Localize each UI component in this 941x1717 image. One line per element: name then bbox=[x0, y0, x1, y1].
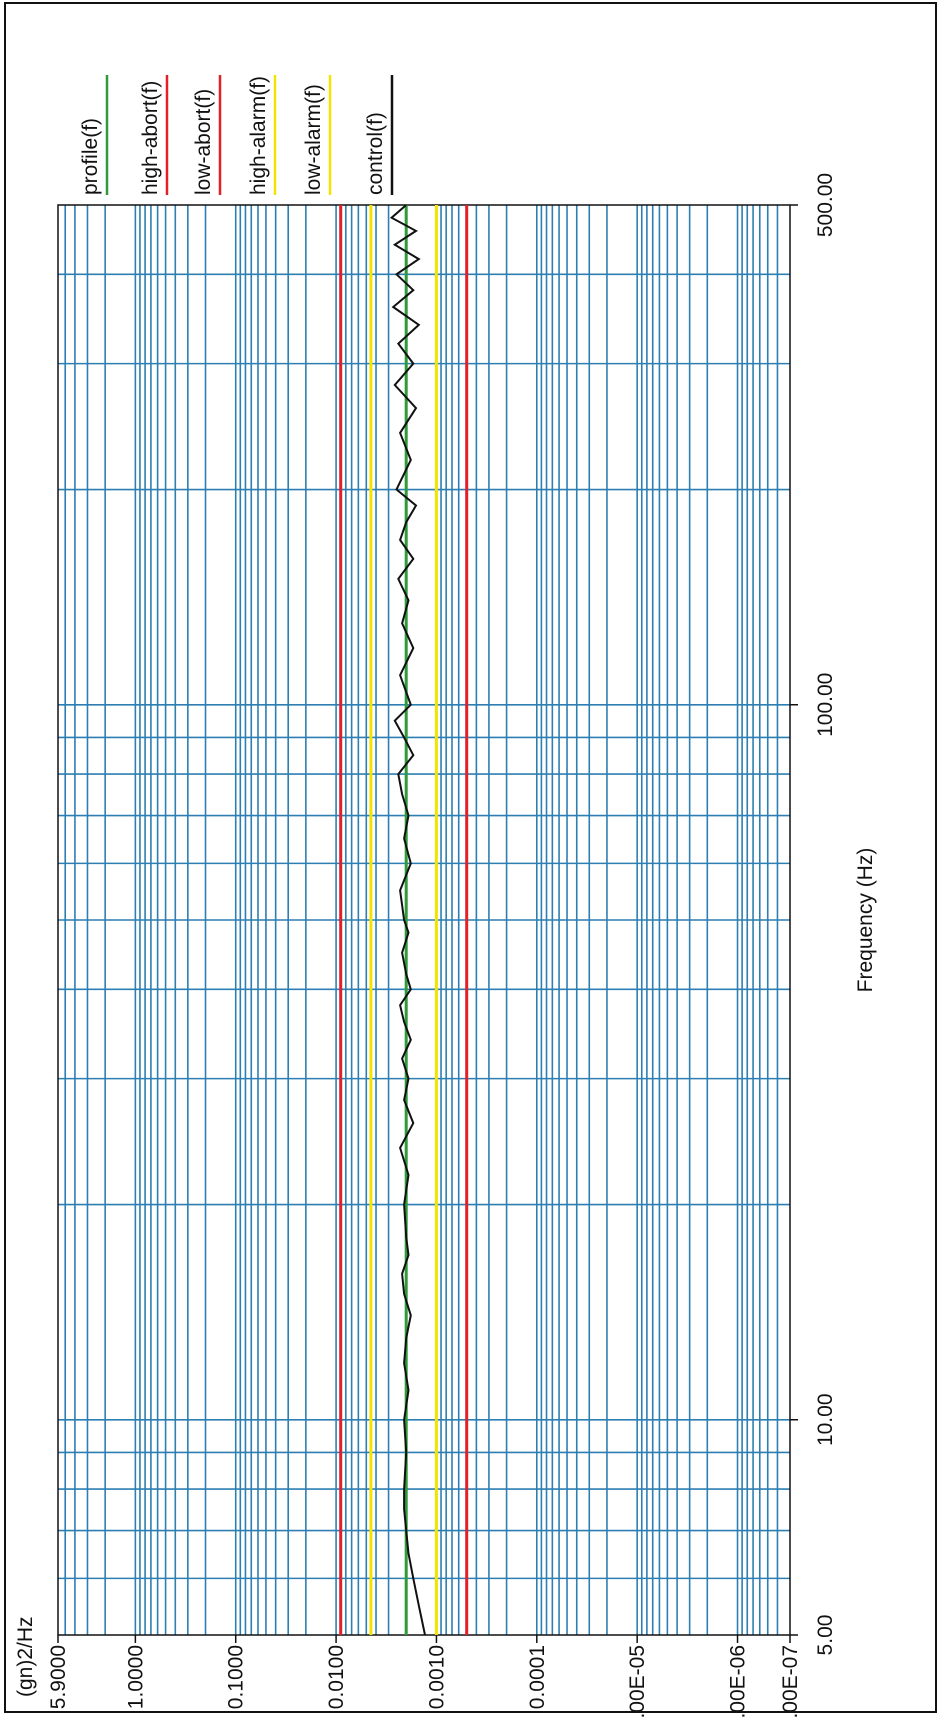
x-axis-title: Frequency (Hz) bbox=[854, 848, 877, 993]
x-tick-label: 10.00 bbox=[814, 1393, 837, 1446]
legend-label: control(f) bbox=[364, 112, 387, 195]
y-tick-label: 1.00E-05 bbox=[626, 1645, 649, 1717]
x-tick-label: 500.00 bbox=[814, 173, 837, 237]
x-tick-label: 100.00 bbox=[814, 673, 837, 737]
y-tick-label: 0.0010 bbox=[425, 1645, 448, 1709]
series-line bbox=[389, 204, 426, 1636]
y-tick-label: 3.00E-07 bbox=[779, 1645, 802, 1717]
legend-label: low-alarm(f) bbox=[302, 84, 325, 195]
y-tick-label: 5.9000 bbox=[47, 1645, 70, 1709]
y-tick-label: 0.0100 bbox=[325, 1645, 348, 1709]
x-tick-label: 5.00 bbox=[814, 1615, 837, 1656]
y-tick-label: 1.0000 bbox=[124, 1645, 147, 1709]
rotated-plot: (gn)2/Hz Frequency (Hz) 5.9000 1.0000 0.10… bbox=[14, 75, 877, 1717]
legend-label: high-alarm(f) bbox=[247, 76, 270, 195]
legend-label: low-abort(f) bbox=[192, 89, 215, 195]
frame bbox=[4, 2, 937, 1713]
y-axis-title: (gn)2/Hz bbox=[14, 1616, 37, 1697]
legend-label: high-abort(f) bbox=[139, 81, 162, 195]
y-tick-label: 0.1000 bbox=[225, 1645, 248, 1709]
legend-label: profile(f) bbox=[79, 118, 102, 195]
y-tick-label: 1.00E-06 bbox=[727, 1645, 750, 1717]
y-tick-label: 0.0001 bbox=[526, 1645, 549, 1709]
